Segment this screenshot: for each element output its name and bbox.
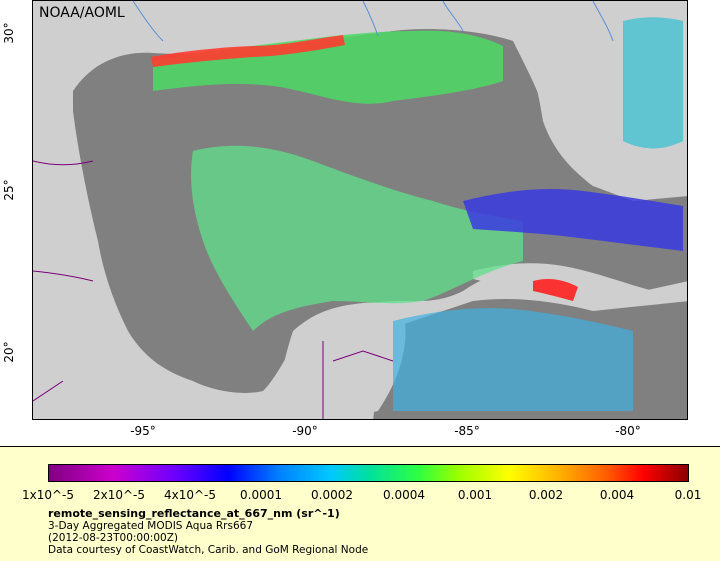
colorbar-tick-label: 2x10^-5 xyxy=(92,488,146,502)
data-cuba-red xyxy=(533,279,578,301)
colorbar-tick-label: 1x10^-5 xyxy=(21,488,75,502)
colorbar-tick-label: 0.001 xyxy=(457,488,493,502)
colorbar-tick-label: 0.0002 xyxy=(311,488,353,502)
colorbar-tick-label: 0.0004 xyxy=(383,488,425,502)
map-area: NOAA/AOML xyxy=(32,0,688,420)
data-east-blue xyxy=(463,189,683,251)
data-central xyxy=(191,145,523,331)
source-label: NOAA/AOML xyxy=(39,5,125,21)
cuba-land xyxy=(473,263,673,303)
yucatan-land xyxy=(273,302,406,419)
x-tick-label: -95° xyxy=(130,424,156,438)
data-caribbean xyxy=(393,308,633,411)
colorbar-tick-label: 0.002 xyxy=(528,488,564,502)
legend-variable-title: remote_sensing_reflectance_at_667_nm (sr… xyxy=(48,507,340,520)
x-tick-label: -80° xyxy=(615,424,641,438)
florida-land xyxy=(513,41,615,188)
colorbar-tick-label: 4x10^-5 xyxy=(163,488,217,502)
country-border xyxy=(33,160,394,419)
colorbar-tick-label: 0.004 xyxy=(599,488,635,502)
y-tick-label: 20° xyxy=(2,341,16,363)
x-tick-label: -85° xyxy=(454,424,480,438)
legend-panel: 1x10^-5 2x10^-5 4x10^-5 0.0001 0.0002 0.… xyxy=(0,446,720,561)
colorbar-tick-label: 0.01 xyxy=(674,488,702,502)
y-tick-label: 25° xyxy=(2,179,16,201)
colorbar-tick-label: 0.0001 xyxy=(240,488,282,502)
legend-date: (2012-08-23T00:00:00Z) xyxy=(48,532,178,544)
data-atlantic xyxy=(623,17,683,149)
legend-product: 3-Day Aggregated MODIS Aqua Rrs667 xyxy=(48,520,254,532)
legend-credit: Data courtesy of CoastWatch, Carib. and … xyxy=(48,544,369,556)
y-tick-label: 30° xyxy=(2,22,16,44)
colorbar xyxy=(48,464,689,482)
map-image xyxy=(33,1,687,419)
river-lines xyxy=(132,1,614,42)
x-tick-label: -90° xyxy=(292,424,318,438)
data-coast-high xyxy=(151,35,345,67)
